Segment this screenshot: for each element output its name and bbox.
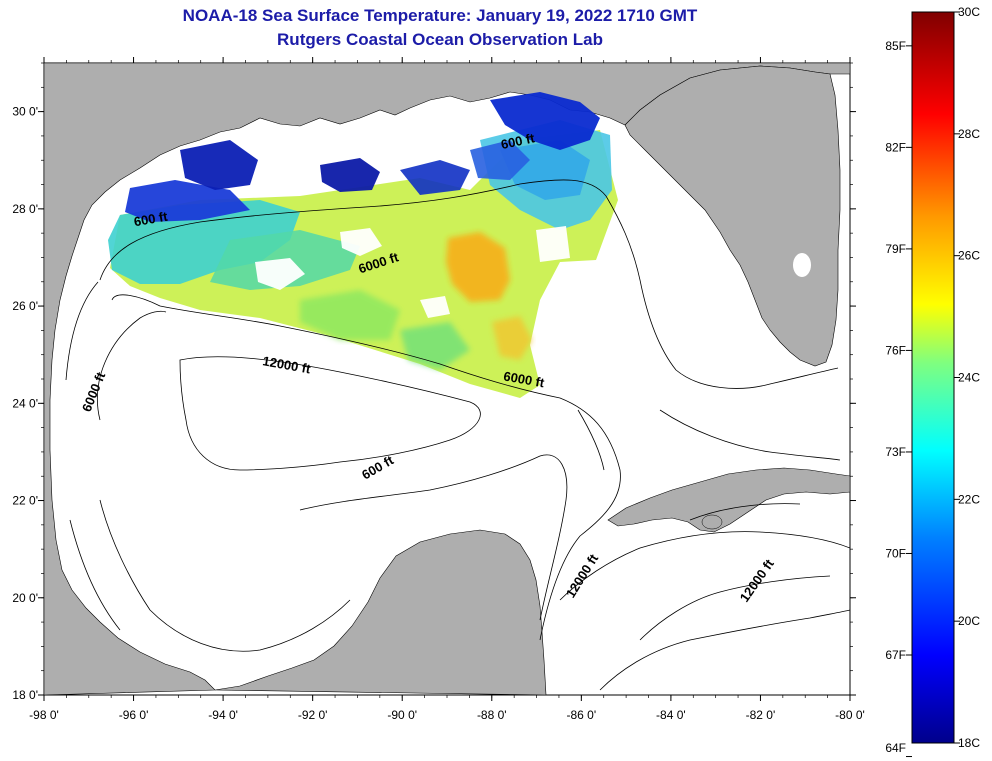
- colorbar-celsius-label: 26C: [958, 249, 980, 263]
- depth-contour-label: 6000 ft: [502, 368, 546, 390]
- lon-tick-label: -86 0': [567, 708, 597, 722]
- colorbar-labels: 30C 28C 26C 24C 22C 20C 18C 85F 82F 79F 76F 73F 70F 6…: [885, 5, 980, 758]
- lon-tick-label: -94 0': [208, 708, 238, 722]
- bathymetry-contours: [65, 179, 850, 691]
- lat-tick-label: 28 0': [12, 202, 38, 216]
- lat-tick-label: 26 0': [12, 299, 38, 313]
- land-isla-juventud: [701, 514, 723, 530]
- lat-tick-label: 22 0': [12, 494, 38, 508]
- colorbar-celsius-label: 20C: [958, 614, 980, 628]
- colorbar: [911, 11, 955, 744]
- map-subtitle: Rutgers Coastal Ocean Observation Lab: [277, 30, 603, 49]
- land-florida: [624, 65, 841, 367]
- lon-tick-label: -82 0': [746, 708, 776, 722]
- depth-contour-label: 600 ft: [500, 130, 537, 152]
- map-title: NOAA-18 Sea Surface Temperature: January…: [182, 6, 698, 25]
- colorbar-fahrenheit-label: 67F: [885, 648, 906, 662]
- lat-tick-label: 30 0': [12, 105, 38, 119]
- colorbar-fahrenheit-label: 73F: [885, 445, 906, 459]
- colorbar-celsius-label: 24C: [958, 371, 980, 385]
- lon-tick-label: -84 0': [656, 708, 686, 722]
- lon-tick-label: -98 0': [29, 708, 59, 722]
- lon-tick-label: -96 0': [119, 708, 149, 722]
- axis-group: -98 0' -96 0' -94 0' -92 0' -90 0' -88 0' -86 …: [12, 57, 865, 722]
- lon-tick-label: -92 0': [298, 708, 328, 722]
- lon-tick-label: -88 0': [477, 708, 507, 722]
- lon-tick-label: -80 0': [835, 708, 865, 722]
- colorbar-fahrenheit-label: 82F: [885, 140, 906, 154]
- lat-tick-label: 24 0': [12, 396, 38, 410]
- colorbar-fahrenheit-label: 70F: [885, 546, 906, 560]
- lat-tick-label: 18 0': [12, 688, 38, 702]
- land-yucatan: [214, 529, 547, 695]
- colorbar-fahrenheit-label: 76F: [885, 343, 906, 357]
- lon-tick-label: -90 0': [387, 708, 417, 722]
- colorbar-celsius-label: 28C: [958, 127, 980, 141]
- colorbar-celsius-label: 30C: [958, 5, 980, 19]
- colorbar-celsius-label: 22C: [958, 492, 980, 506]
- colorbar-fahrenheit-label: 85F: [885, 39, 906, 53]
- colorbar-fahrenheit-label: 64F: [885, 741, 906, 755]
- land-cuba: [607, 467, 850, 533]
- lat-tick-label: 20 0': [12, 591, 38, 605]
- colorbar-celsius-label: 18C: [958, 736, 980, 750]
- colorbar-fahrenheit-label: 79F: [885, 242, 906, 256]
- lake-okeechobee: [793, 253, 811, 277]
- sst-swath: [108, 92, 618, 398]
- depth-contour-label: 600 ft: [133, 209, 170, 230]
